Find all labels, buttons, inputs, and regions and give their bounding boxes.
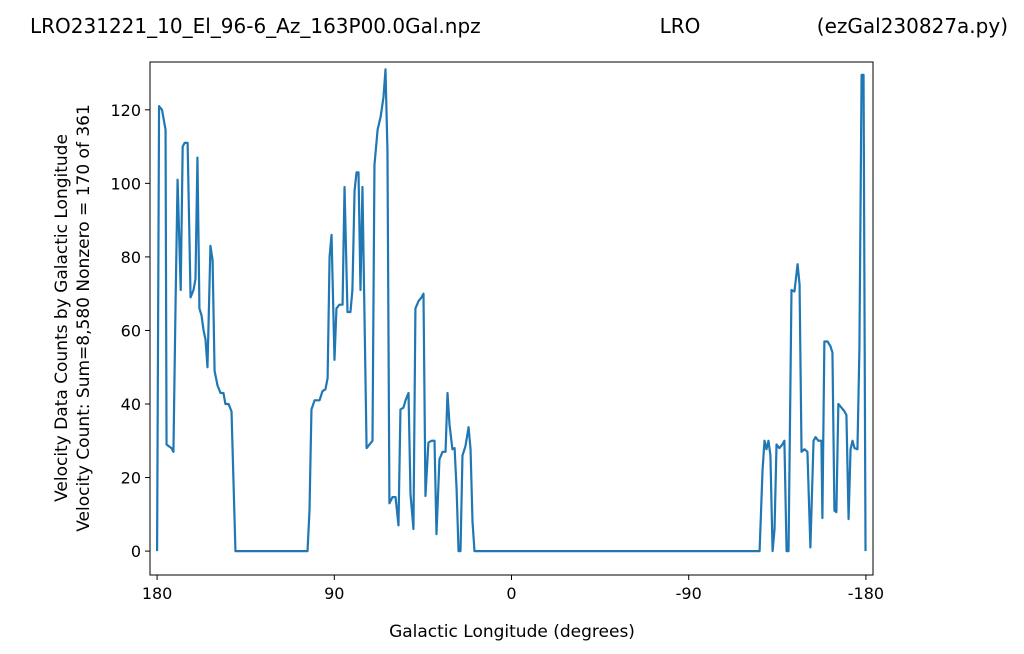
y-tick-label: 80 [121,248,141,267]
x-tick-label: 90 [324,584,344,603]
y-tick-label: 20 [121,469,141,488]
x-axis-label: Galactic Longitude (degrees) [389,622,635,642]
y-tick-label: 0 [131,542,141,561]
y-tick-label: 120 [110,101,141,120]
y-tick-label: 40 [121,395,141,414]
chart-title-center: LRO [660,14,701,38]
x-tick-label: 180 [142,584,173,603]
x-tick-label: -180 [848,584,884,603]
data-line [155,68,867,553]
chart-title-right: (ezGal230827a.py) [817,14,1008,38]
y-axis-label: Velocity Data Counts by Galactic Longitu… [52,134,72,502]
y-tick-label: 100 [110,174,141,193]
y-axis-label: Velocity Count: Sum=8,580 Nonzero = 170 … [74,104,94,532]
x-tick-label: -90 [676,584,702,603]
x-tick-label: 0 [506,584,516,603]
chart-title: LRO231221_10_El_96-6_Az_163P00.0Gal.npz [30,14,481,38]
plot-frame [149,61,874,576]
y-tick-label: 60 [121,321,141,340]
